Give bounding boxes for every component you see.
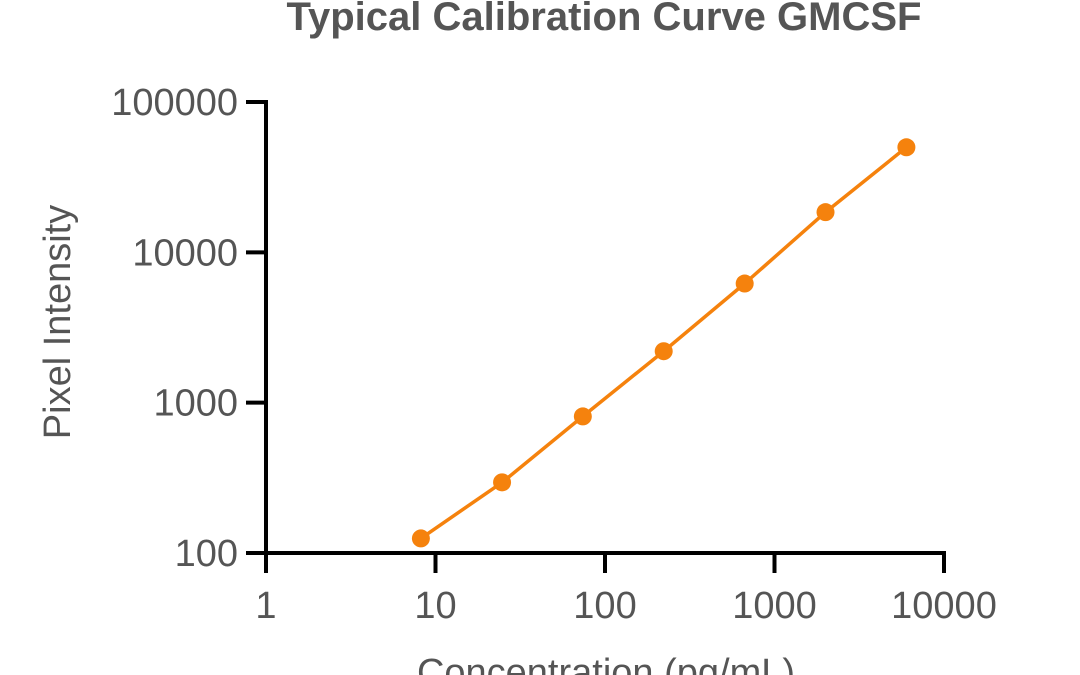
x-tick-label: 10000 (891, 585, 997, 627)
x-axis-ticks: 1 10 100 1000 10000 (255, 553, 997, 627)
data-point (573, 407, 592, 426)
chart-title: Typical Calibration Curve GMCSF (287, 0, 922, 39)
data-point (897, 138, 916, 157)
data-point (411, 529, 430, 548)
series-layer (411, 138, 916, 548)
data-point (735, 274, 754, 293)
y-tick-label: 100000 (111, 82, 238, 124)
x-tick-label: 100 (573, 585, 636, 627)
y-axis-ticks: 100 1000 10000 100000 (111, 82, 266, 575)
data-point (816, 203, 835, 222)
x-tick-label: 1 (255, 585, 276, 627)
y-tick-label: 10000 (132, 232, 238, 274)
data-point (493, 473, 512, 492)
x-axis-title: Concentration (pg/mL) (417, 652, 795, 675)
x-tick-label: 1000 (732, 585, 817, 627)
data-point (654, 342, 673, 361)
y-tick-label: 1000 (153, 383, 238, 425)
x-tick-label: 10 (414, 585, 456, 627)
y-tick-label: 100 (175, 533, 238, 575)
y-axis-title: Pixel Intensity (37, 205, 79, 439)
